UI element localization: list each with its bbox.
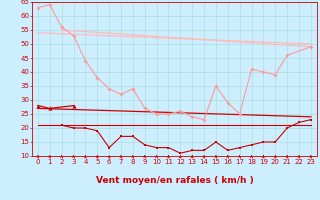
X-axis label: Vent moyen/en rafales ( km/h ): Vent moyen/en rafales ( km/h ) [96, 176, 253, 185]
